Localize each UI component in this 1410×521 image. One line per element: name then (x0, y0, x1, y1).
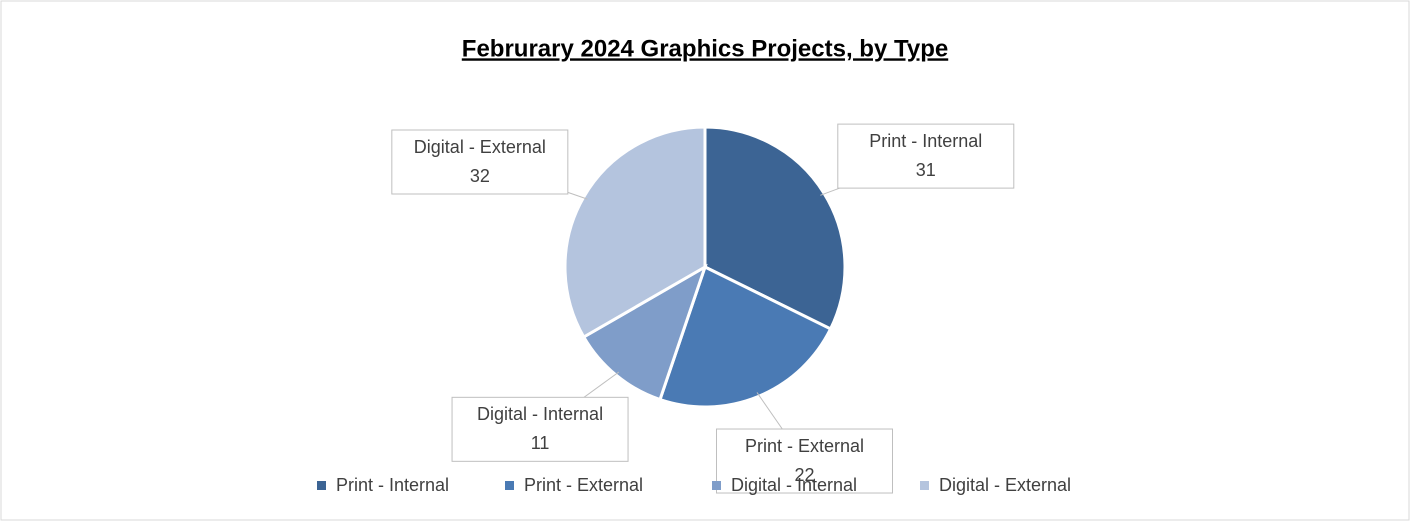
legend-label: Print - Internal (336, 475, 449, 495)
legend-label: Digital - External (939, 475, 1071, 495)
data-label: Print - External 22 (715, 428, 893, 494)
pie-slice (703, 125, 847, 331)
data-label: Digital - Internal 11 (451, 396, 629, 462)
callout-box (837, 123, 1015, 189)
data-label-name: Print - External (745, 436, 864, 456)
callout-box (391, 129, 569, 195)
pie-slice (563, 125, 707, 340)
data-label-value: 11 (531, 433, 550, 453)
data-label-name: Digital - Internal (477, 404, 603, 424)
legend-label: Digital - Internal (731, 475, 857, 495)
legend-marker (920, 481, 929, 490)
pie-slice (581, 263, 708, 402)
legend-marker (317, 481, 326, 490)
data-label-name: Print - Internal (869, 131, 982, 151)
data-label-value: 32 (470, 166, 490, 186)
chart-title: Februrary 2024 Graphics Projects, by Typ… (462, 35, 948, 62)
legend-label: Print - External (524, 475, 643, 495)
pie-slice (658, 264, 833, 409)
data-label-value: 31 (916, 160, 936, 180)
callout-box (451, 396, 629, 462)
data-label: Digital - External 32 (391, 129, 569, 195)
legend-marker (712, 481, 721, 490)
data-label: Print - Internal 31 (837, 123, 1015, 189)
data-label-value: 22 (794, 465, 814, 485)
data-label-name: Digital - External (414, 137, 546, 157)
legend-marker (505, 481, 514, 490)
callout-box (715, 428, 893, 494)
